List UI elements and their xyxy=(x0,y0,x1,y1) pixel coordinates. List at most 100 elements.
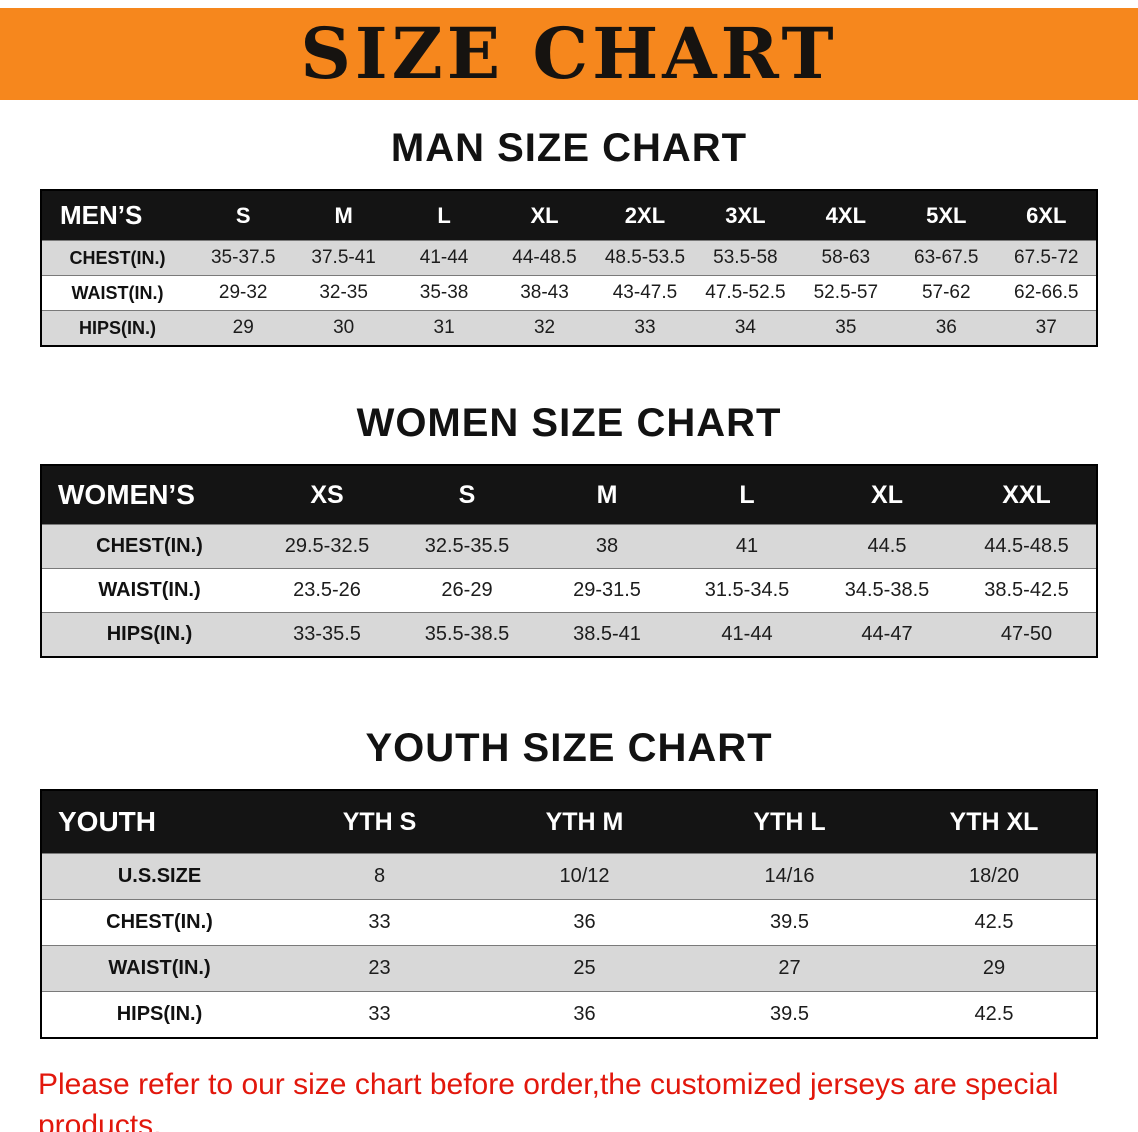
size-column-header: YTH S xyxy=(277,790,482,854)
size-chart-banner: SIZE CHART xyxy=(0,8,1138,100)
measurement-value: 39.5 xyxy=(770,1003,809,1025)
table-row: CHEST(IN.) 33 36 39.5 42.5 xyxy=(41,899,1097,946)
size-column-header: YTH M xyxy=(482,790,687,854)
women-size-table: WOMEN’S XS S M L XL XXL CHEST(IN.) 29.5-32.5 32.5… xyxy=(40,464,1098,658)
size-column-header: XS xyxy=(257,465,397,525)
measurement-value: 33 xyxy=(634,317,656,338)
table-title-cell: YOUTH xyxy=(41,790,277,854)
measurement-value: 41 xyxy=(735,535,759,557)
table-title-cell: WOMEN’S xyxy=(41,465,257,525)
measurement-value: 31 xyxy=(433,317,455,338)
measurement-value: 35.5-38.5 xyxy=(424,623,510,645)
table-title-cell: MEN’S xyxy=(41,190,193,241)
measurement-value: 14/16 xyxy=(764,865,815,887)
size-column-header: YTH L xyxy=(687,790,892,854)
table-row: WAIST(IN.) 23 25 27 29 xyxy=(41,945,1097,992)
measurement-value: 37 xyxy=(1035,317,1057,338)
youth-section-heading: YOUTH SIZE CHART xyxy=(365,726,773,770)
men-size-section: MAN SIZE CHART MEN’S S M L XL 2XL 3XL 4XL 5XL 6XL… xyxy=(0,126,1138,347)
table-header-row: MEN’S S M L XL 2XL 3XL 4XL 5XL 6XL xyxy=(41,190,1097,241)
women-size-section: WOMEN SIZE CHART WOMEN’S XS S M L XL XXL CHEST(… xyxy=(0,401,1138,658)
youth-size-section: YOUTH SIZE CHART YOUTH YTH S YTH M YTH L YTH… xyxy=(0,726,1138,1039)
table-row: U.S.SIZE 8 10/12 14/16 18/20 xyxy=(41,853,1097,900)
table-row: WAIST(IN.) 29-32 32-35 35-38 38-43 43-47.5 47.… xyxy=(41,275,1097,311)
table-header-row: WOMEN’S XS S M L XL XXL xyxy=(41,465,1097,525)
size-column-header: 5XL xyxy=(896,190,997,241)
measurement-value: 23.5-26 xyxy=(293,579,361,601)
measurement-value: 36 xyxy=(935,317,957,338)
measurement-value: 63-67.5 xyxy=(914,247,979,268)
size-column-header: L xyxy=(677,465,817,525)
measurement-value: 29 xyxy=(982,957,1006,979)
measurement-value: 23 xyxy=(368,957,391,979)
size-column-header: XL xyxy=(494,190,595,241)
measurement-value: 48.5-53.5 xyxy=(604,247,686,268)
size-column-header: 2XL xyxy=(594,190,696,241)
size-column-header: 6XL xyxy=(996,190,1097,241)
measurement-value: 67.5-72 xyxy=(1014,247,1079,268)
measurement-value: 35-37.5 xyxy=(210,247,276,268)
measurement-value: 41-44 xyxy=(721,623,773,645)
men-section-heading: MAN SIZE CHART xyxy=(390,126,748,170)
table-row: HIPS(IN.) 33 36 39.5 42.5 xyxy=(41,991,1097,1038)
measurement-value: 18/20 xyxy=(968,865,1020,887)
size-column-header: M xyxy=(537,465,677,525)
measurement-value: 47-50 xyxy=(1000,623,1053,645)
measurement-value: 43-47.5 xyxy=(612,282,678,303)
measurement-value: 33 xyxy=(368,1003,391,1025)
measurement-value: 37.5-41 xyxy=(311,247,376,268)
measurement-value: 26-29 xyxy=(441,579,493,601)
measurement-value: 29.5-32.5 xyxy=(284,535,370,557)
measurement-value: 33 xyxy=(368,911,391,933)
measurement-value: 44-48.5 xyxy=(512,247,577,268)
size-column-header: M xyxy=(293,190,394,241)
order-disclaimer: Please refer to our size chart before or… xyxy=(38,1065,1108,1132)
measurement-value: 32 xyxy=(533,317,556,338)
measurement-value: 33-35.5 xyxy=(293,623,361,645)
size-column-header: 3XL xyxy=(695,190,796,241)
measurement-value: 32-35 xyxy=(319,282,368,303)
size-column-header: XL xyxy=(817,465,957,525)
measurement-value: 27 xyxy=(778,957,801,979)
youth-size-table: YOUTH YTH S YTH M YTH L YTH XL U.S.SIZE 8 10/12… xyxy=(40,789,1098,1039)
measurement-value: 38-43 xyxy=(520,282,569,303)
measurement-value: 35 xyxy=(835,317,857,338)
measurement-label: WAIST(IN.) xyxy=(71,282,164,303)
measurement-value: 44.5 xyxy=(867,535,907,557)
measurement-label: HIPS(IN.) xyxy=(78,317,156,338)
measurement-value: 44.5-48.5 xyxy=(984,535,1069,557)
disclaimer-line-1: Please refer to our size chart before or… xyxy=(38,1068,1059,1132)
banner-title: SIZE CHART xyxy=(300,12,838,95)
size-column-header: S xyxy=(397,465,537,525)
size-column-header: 4XL xyxy=(795,190,897,241)
table-row: CHEST(IN.) 35-37.5 37.5-41 41-44 44-48.5 48.5… xyxy=(41,240,1097,276)
measurement-value: 30 xyxy=(333,317,355,338)
size-column-header: L xyxy=(393,190,495,241)
measurement-value: 8 xyxy=(373,865,386,887)
size-column-header: XXL xyxy=(957,465,1097,525)
measurement-value: 38.5-41 xyxy=(573,623,641,645)
measurement-label: WAIST(IN.) xyxy=(108,957,211,979)
measurement-value: 44-47 xyxy=(861,623,913,645)
table-row: CHEST(IN.) 29.5-32.5 32.5-35.5 38 41 44.5 44.5… xyxy=(41,524,1097,569)
measurement-value: 47.5-52.5 xyxy=(705,282,786,303)
table-row: WAIST(IN.) 23.5-26 26-29 29-31.5 31.5-34.5 34… xyxy=(41,568,1097,613)
table-header-row: YOUTH YTH S YTH M YTH L YTH XL xyxy=(41,790,1097,854)
measurement-label: CHEST(IN.) xyxy=(69,247,166,268)
measurement-value: 57-62 xyxy=(921,282,971,303)
measurement-value: 25 xyxy=(573,957,596,979)
measurement-value: 29 xyxy=(232,317,254,338)
measurement-label: U.S.SIZE xyxy=(117,865,202,887)
men-size-table: MEN’S S M L XL 2XL 3XL 4XL 5XL 6XL CHEST(IN.) 35-37… xyxy=(40,189,1098,347)
measurement-value: 31.5-34.5 xyxy=(704,579,790,601)
measurement-value: 34.5-38.5 xyxy=(844,579,930,601)
measurement-value: 36 xyxy=(573,911,596,933)
measurement-value: 34 xyxy=(734,317,756,338)
measurement-value: 52.5-57 xyxy=(813,282,879,303)
measurement-value: 41-44 xyxy=(419,247,469,268)
measurement-value: 62-66.5 xyxy=(1014,282,1079,303)
measurement-label: HIPS(IN.) xyxy=(106,623,193,645)
size-column-header: S xyxy=(193,190,294,241)
measurement-value: 35-38 xyxy=(419,282,469,303)
measurement-value: 58-63 xyxy=(821,247,871,268)
